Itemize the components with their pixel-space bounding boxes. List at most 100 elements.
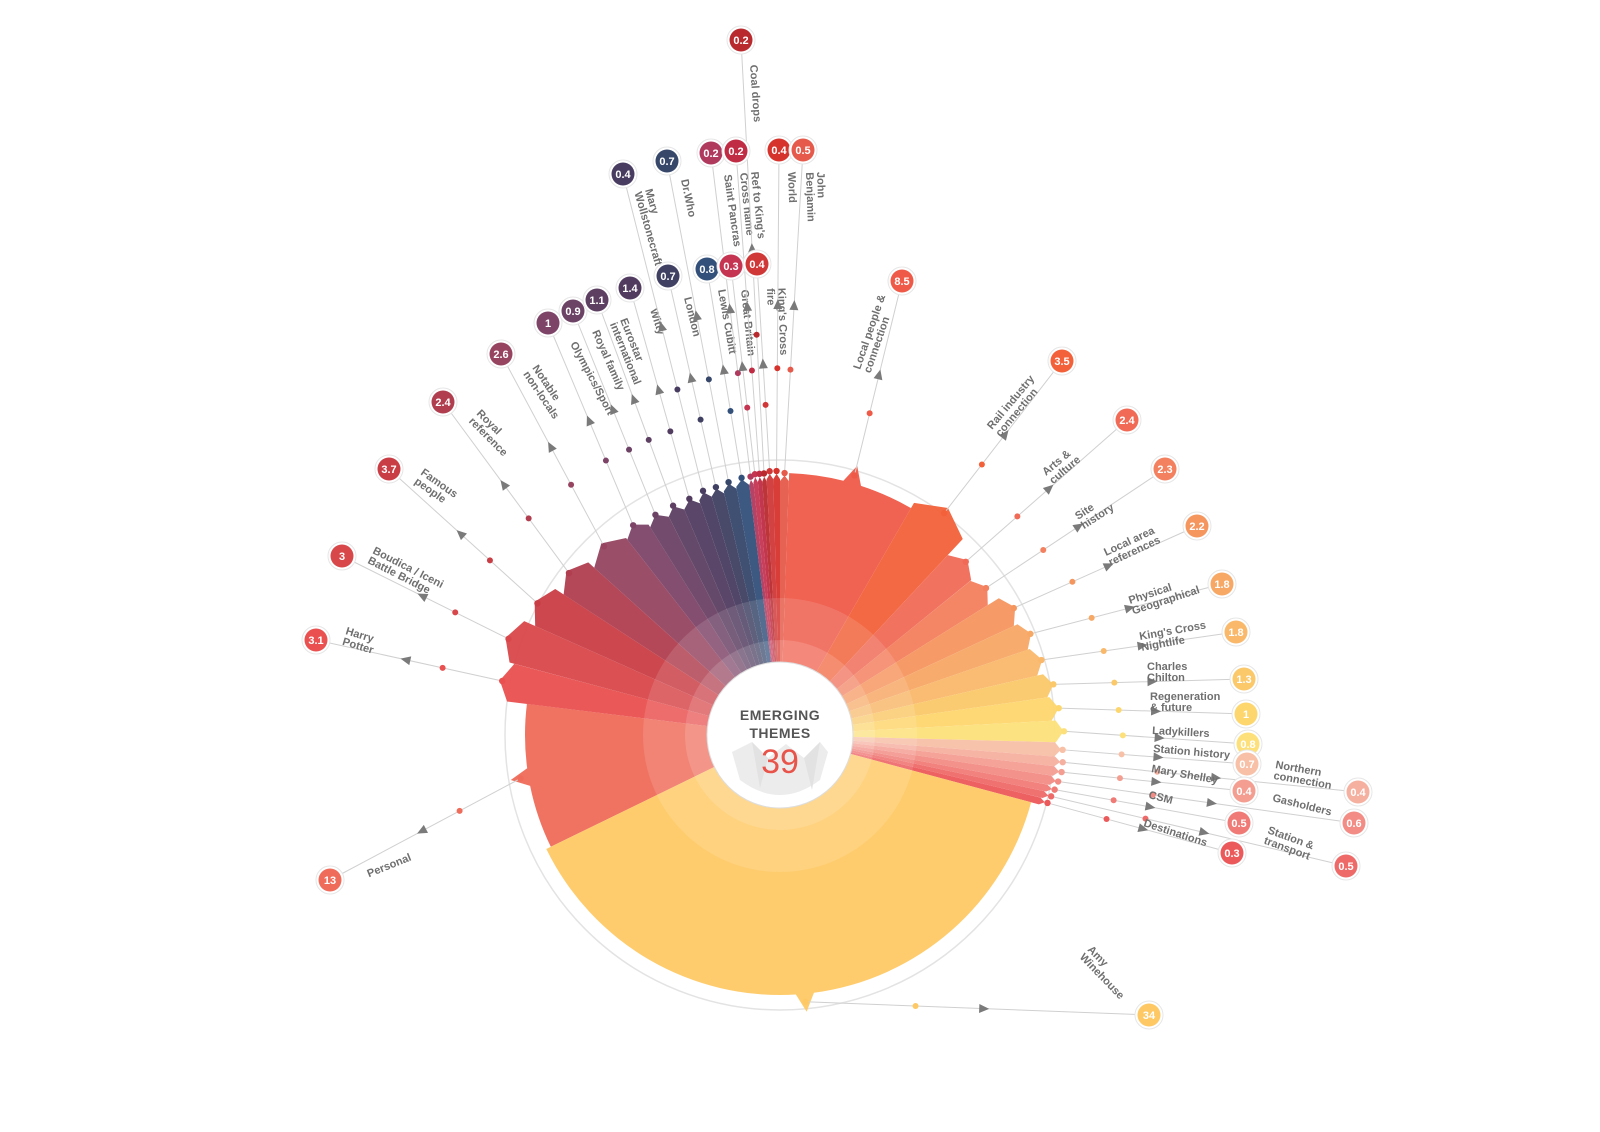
leader-dot2-royal-reference (525, 515, 532, 522)
svg-text:34: 34 (1143, 1010, 1156, 1022)
label-king-s-cross-fire: King's Crossfire (764, 288, 789, 356)
arrow-icon-station-transport (1198, 827, 1210, 836)
leader-dot-dr-who (725, 478, 732, 486)
wedge-rail-industry-connection (815, 502, 963, 684)
wedge-london (711, 488, 765, 668)
arrow-icon-regeneration-future (1150, 706, 1162, 716)
leader-dot-gasholders (1054, 778, 1062, 785)
leader-dot2-rail-industry-connection (978, 461, 985, 468)
leader-dot2-arts-culture (1014, 513, 1021, 520)
arrow-icon-csm (1144, 801, 1156, 811)
svg-text:1.3: 1.3 (1236, 674, 1251, 686)
wedge-local-people-connection (782, 465, 911, 675)
wedge-northern-connection (849, 740, 1061, 767)
svg-text:3: 3 (339, 551, 345, 563)
leader-dot-king-s-cross-nightlife (1038, 656, 1045, 664)
leader-dot-local-area-references (1010, 604, 1017, 612)
leader-line-amy-winehouse (805, 1001, 1150, 1016)
value-bubble-arts-culture: 2.4 (1112, 405, 1142, 435)
label-mary-wollstonecraft: MaryWollstonecraft (632, 188, 675, 268)
svg-text:0.4: 0.4 (615, 169, 631, 181)
label-destinations: Destinations (1142, 817, 1208, 849)
svg-text:0.4: 0.4 (1350, 787, 1366, 799)
value-bubble-notable-non-locals: 2.6 (486, 339, 516, 369)
leader-dot-famous-people (534, 600, 541, 607)
leader-dot-king-s-cross-fire (766, 468, 773, 475)
leader-dot2-site-history (1040, 546, 1047, 553)
arrow-icon-ref-to-king-s-cross-name (743, 300, 753, 312)
center-value: 39 (761, 743, 799, 781)
center-title-line-2: THEMES (749, 725, 810, 741)
arrow-icon-dr-who (693, 310, 702, 321)
svg-text:1.4: 1.4 (622, 283, 638, 295)
leader-dot2-mary-wollstonecraft (674, 386, 681, 393)
label-boudica-iceni-battle-bridge: Boudica / IceniBattle Bridge (366, 545, 446, 601)
value-bubble-local-people-connection: 8.5 (887, 266, 917, 296)
leader-dot-amy-winehouse (802, 998, 809, 1005)
bubble-layer: 13 3.1 3 3.7 2.4 2.6 1 0.9 1.1 1.4 0.4 0.7 0.7 0.8 0.2… (301, 25, 1373, 1030)
label-northern-connection: Northernconnection (1273, 759, 1335, 792)
value-bubble-northern-connection: 0.4 (1343, 777, 1373, 807)
value-bubble-eurostar-international: 1.1 (582, 285, 612, 315)
arrow-icon-olympics-sport (586, 415, 595, 427)
wedge-saint-pancras (749, 479, 773, 666)
label-local-people-connection: Local people &connection (851, 293, 898, 375)
wedge-gasholders (848, 745, 1056, 785)
label-mary-shelley: Mary Shelley (1150, 763, 1219, 787)
leader-dot-northern-connection (1059, 759, 1066, 766)
wedge-layer (499, 465, 1064, 1012)
leader-dot-mary-shelley (1058, 768, 1065, 776)
wedge-ref-to-king-s-cross-name (757, 476, 776, 666)
svg-text:0.3: 0.3 (723, 261, 738, 273)
leader-dot2-harry-potter (439, 664, 446, 671)
wedge-famous-people (534, 589, 722, 707)
arrow-icon-rail-industry-connection (998, 430, 1009, 441)
leader-dot2-station-history (1118, 751, 1125, 758)
arrow-icon-london (687, 372, 697, 384)
svg-text:2.3: 2.3 (1157, 464, 1172, 476)
leader-dot2-boudica-iceni-battle-bridge (452, 609, 459, 616)
label-great-britain: Great Britain (738, 289, 757, 357)
svg-text:0.7: 0.7 (660, 271, 675, 283)
arrow-icon-station-history (1153, 752, 1164, 762)
leader-dot2-dr-who (705, 376, 712, 383)
leader-dot2-olympics-sport (602, 457, 609, 464)
arrow-icon-harry-potter (400, 656, 412, 666)
label-ladykillers: Ladykillers (1152, 725, 1210, 740)
leader-line-world (776, 149, 780, 472)
value-bubble-gasholders: 0.6 (1339, 808, 1369, 838)
leader-line-gasholders (1058, 781, 1355, 824)
leader-line-mary-wollstonecraft (622, 173, 704, 491)
wedge-coal-drops (762, 476, 777, 666)
value-bubble-charles-chilton: 1.3 (1229, 664, 1259, 694)
wedge-dr-who (723, 483, 768, 667)
wedge-site-history (834, 580, 988, 698)
leader-dot-regeneration-future (1055, 704, 1062, 712)
arrow-icon-royal-reference (500, 480, 511, 491)
leader-dot2-gasholders (1149, 791, 1156, 798)
label-coal-drops: Coal drops (747, 64, 763, 122)
leader-line-ref-to-king-s-cross-name (735, 150, 760, 474)
value-bubble-regeneration-future: 1 (1231, 699, 1261, 729)
wedge-personal (510, 703, 718, 847)
wedge-king-s-cross-fire (766, 474, 779, 666)
wedge-notable-non-locals (594, 537, 737, 689)
leader-dot2-northern-connection (1154, 768, 1161, 775)
label-king-s-cross-nightlife: King's CrossNightlife (1138, 619, 1208, 653)
leader-dot-station-transport (1047, 793, 1055, 800)
label-arts-culture: Arts &culture (1040, 446, 1083, 487)
arrow-icon-notable-non-locals (548, 441, 557, 453)
wedge-witty (684, 499, 758, 671)
label-dr-who: Dr.Who (678, 178, 698, 218)
value-bubble-mary-wollstonecraft: 0.4 (608, 159, 638, 189)
wedge-regeneration-future (849, 697, 1059, 732)
leader-dot-mary-wollstonecraft (699, 487, 707, 495)
wedge-mary-shelley (849, 742, 1060, 776)
value-bubble-london: 0.7 (653, 261, 683, 291)
arrow-icon-amy-winehouse (979, 1003, 990, 1013)
svg-text:0.2: 0.2 (703, 148, 718, 160)
svg-text:0.6: 0.6 (1346, 818, 1361, 830)
svg-text:0.5: 0.5 (795, 145, 810, 157)
svg-text:0.7: 0.7 (659, 156, 674, 168)
